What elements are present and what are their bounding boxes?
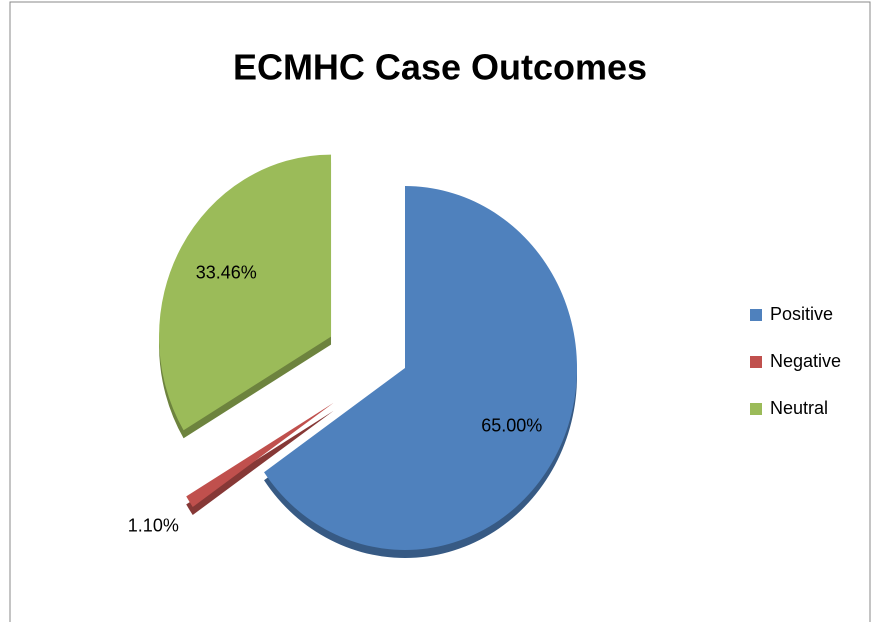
slice	[159, 154, 332, 431]
legend-label: Neutral	[770, 398, 828, 418]
slice	[264, 186, 578, 550]
slice-side	[186, 410, 334, 516]
data-label: 65.00%	[481, 416, 542, 436]
data-label: 1.10%	[128, 515, 179, 535]
legend-label: Negative	[770, 351, 841, 371]
legend-swatch	[750, 356, 762, 368]
legend-swatch	[750, 309, 762, 321]
data-label: 33.46%	[196, 263, 257, 283]
legend-swatch	[750, 403, 762, 415]
slice	[186, 402, 334, 508]
chart-title: ECMHC Case Outcomes	[233, 47, 647, 88]
legend-label: Positive	[770, 304, 833, 324]
